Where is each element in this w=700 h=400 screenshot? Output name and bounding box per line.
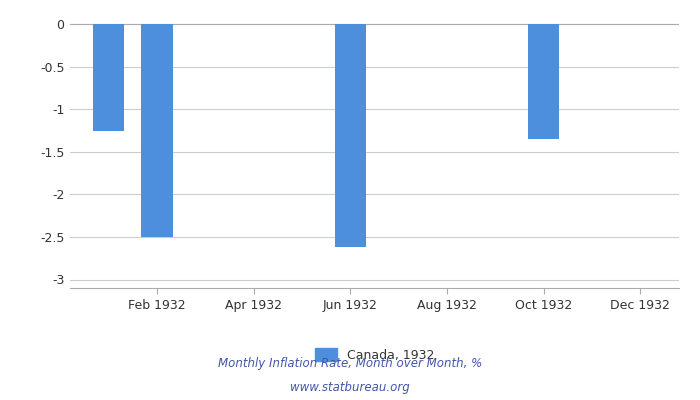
Text: Monthly Inflation Rate, Month over Month, %: Monthly Inflation Rate, Month over Month…	[218, 358, 482, 370]
Bar	[93, 24, 125, 131]
Text: www.statbureau.org: www.statbureau.org	[290, 382, 410, 394]
Bar	[528, 24, 559, 139]
Legend: Canada, 1932: Canada, 1932	[309, 343, 440, 367]
Bar	[141, 24, 173, 237]
Bar	[335, 24, 366, 247]
